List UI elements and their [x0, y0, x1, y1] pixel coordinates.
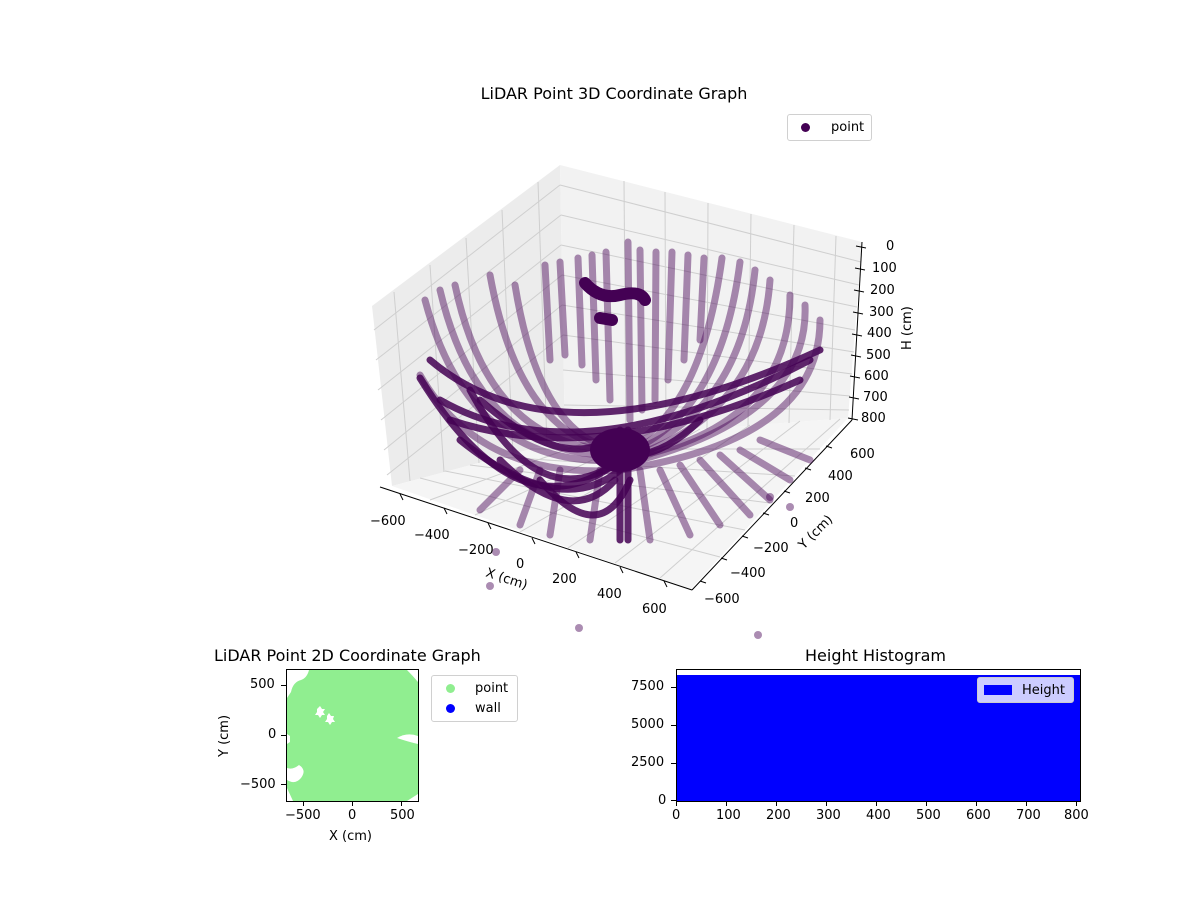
legend-height-label: Height [1022, 682, 1065, 698]
z-tick: 400 [867, 326, 892, 341]
z-tick: 300 [869, 305, 894, 320]
z-tick: 200 [870, 283, 895, 298]
y-tick: 200 [805, 491, 830, 506]
point-cloud [416, 238, 824, 544]
z-tick: 600 [864, 369, 889, 384]
x-tick: 700 [1016, 808, 1041, 823]
y-tick: 0 [790, 516, 799, 531]
y-tick: 600 [850, 447, 875, 462]
legend-wall-label: wall [475, 700, 501, 716]
x-tick: −400 [414, 528, 450, 543]
x-tick: 600 [642, 602, 667, 617]
plot-2d-title: LiDAR Point 2D Coordinate Graph [214, 646, 481, 665]
y-tick: 0 [658, 793, 667, 808]
y-tick: 0 [268, 727, 277, 742]
x-axis-label: X (cm) [329, 829, 372, 844]
x-tick: 500 [390, 808, 415, 823]
z-tick: 100 [872, 261, 897, 276]
z-axis-label: H (cm) [900, 306, 915, 350]
x-tick: 0 [516, 557, 525, 572]
y-tick: −500 [240, 777, 276, 792]
x-tick: −600 [370, 514, 406, 529]
y-tick: −600 [704, 592, 740, 607]
x-tick: 400 [866, 808, 891, 823]
legend-wall-marker [446, 703, 455, 713]
plot-3d-legend: point [787, 114, 872, 141]
plot-2d-area [286, 669, 419, 802]
histogram-title: Height Histogram [805, 646, 946, 665]
y-tick: −400 [730, 566, 766, 581]
x-tick: −500 [285, 808, 321, 823]
y-axis-label: Y (cm) [217, 714, 232, 757]
legend-point-marker [801, 122, 810, 132]
x-tick: 200 [552, 572, 577, 587]
x-tick: 200 [766, 808, 791, 823]
x-tick: 800 [1064, 808, 1089, 823]
x-tick: 600 [966, 808, 991, 823]
x-tick: 400 [597, 587, 622, 602]
x-tick: 0 [672, 808, 681, 823]
y-tick: 500 [250, 677, 275, 692]
x-tick: 500 [916, 808, 941, 823]
x-tick: 300 [816, 808, 841, 823]
histogram-legend: Height [977, 677, 1074, 703]
y-tick: 7500 [631, 679, 665, 694]
z-tick: 800 [861, 411, 886, 426]
plot-2d-legend: point wall [431, 675, 518, 722]
z-tick: 700 [863, 390, 888, 405]
x-tick: 0 [348, 808, 357, 823]
legend-point-label: point [475, 680, 509, 696]
point-coverage [287, 670, 418, 801]
legend-point-marker [446, 683, 455, 693]
y-tick: 2500 [631, 755, 665, 770]
z-tick: 0 [886, 239, 895, 254]
legend-point-label: point [831, 119, 865, 135]
histogram-area: Height [676, 669, 1081, 802]
y-tick: 400 [828, 469, 853, 484]
y-tick: −200 [753, 541, 789, 556]
legend-height-swatch [984, 685, 1012, 695]
x-tick: 100 [716, 808, 741, 823]
plot-3d-title: LiDAR Point 3D Coordinate Graph [480, 84, 748, 103]
y-tick: 5000 [631, 717, 665, 732]
z-tick: 500 [866, 348, 891, 363]
x-tick: −200 [458, 543, 494, 558]
